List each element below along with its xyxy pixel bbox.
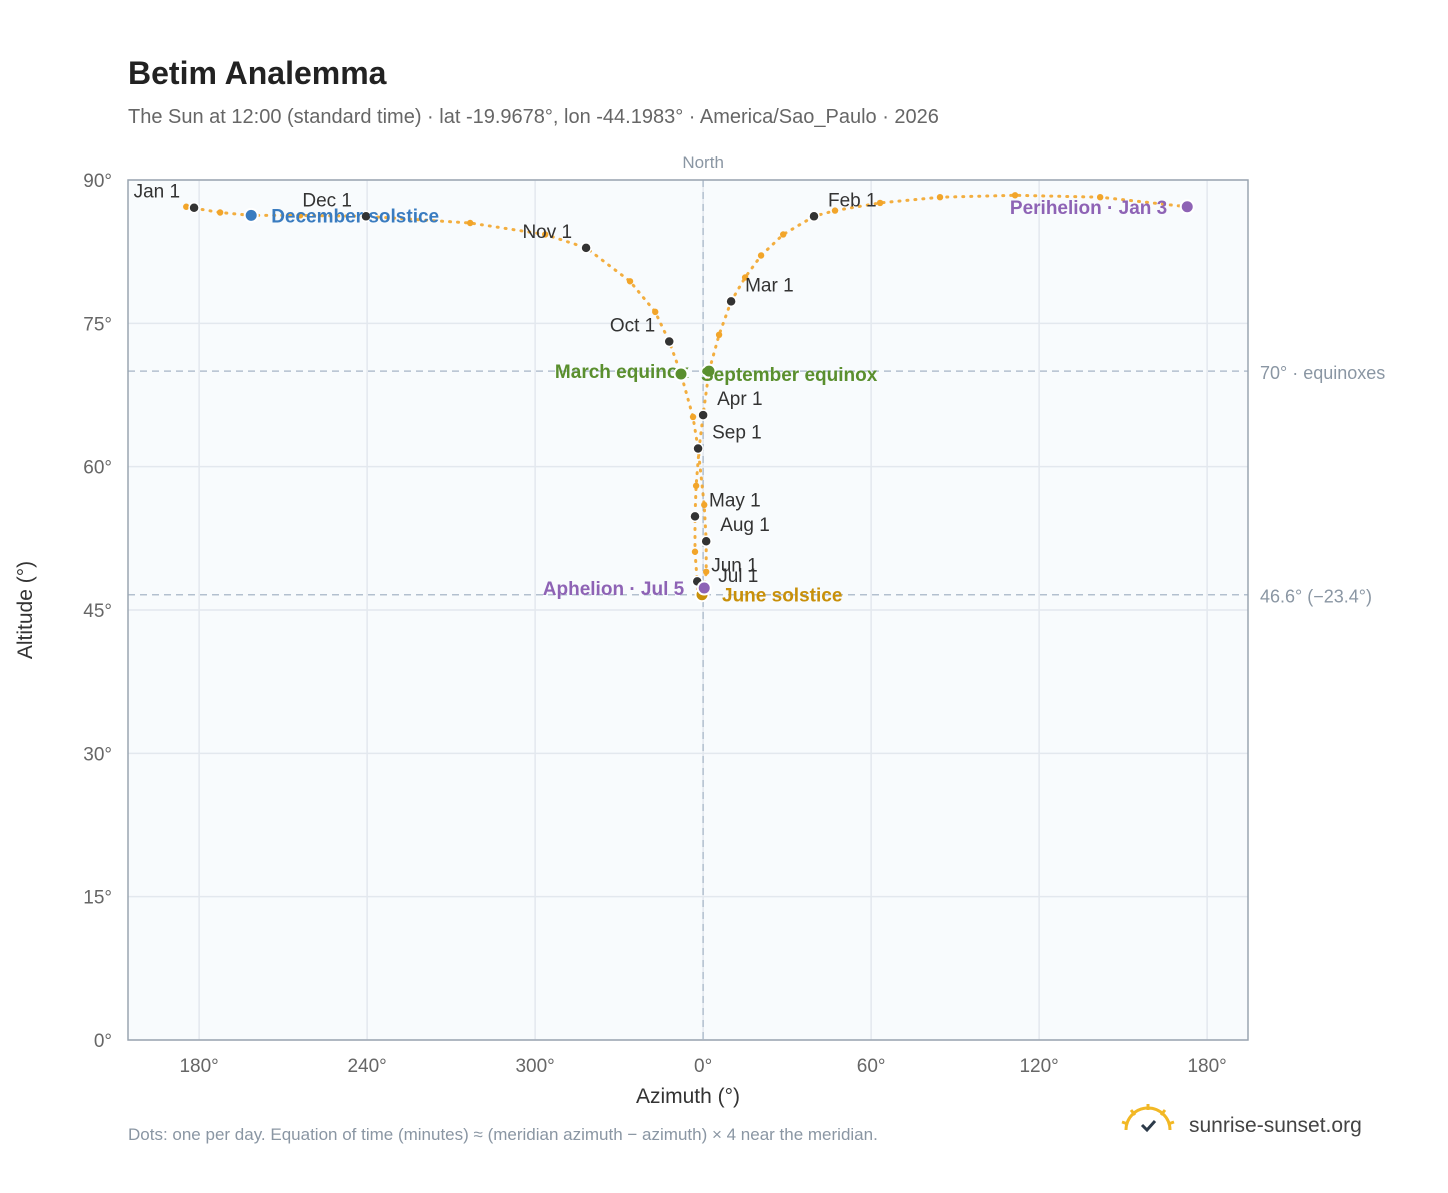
x-tick-label: 180° (1187, 1056, 1226, 1077)
day-dot (876, 199, 884, 207)
event-marker (673, 366, 689, 382)
plot-border (127, 179, 1249, 1041)
day-dot (691, 548, 699, 555)
event-label: March equinox (555, 362, 690, 383)
event-marker (243, 207, 259, 223)
month-label: Nov 1 (522, 222, 572, 243)
y-axis-label: Altitude (°) (14, 561, 37, 659)
month-marker (188, 201, 200, 214)
brand-logo (1121, 1104, 1175, 1133)
month-marker (692, 442, 704, 455)
month-label: May 1 (709, 490, 761, 511)
month-marker (808, 210, 820, 223)
chart-title: Betim Analemma (128, 55, 387, 91)
month-label: Mar 1 (745, 275, 794, 296)
event-marker (1179, 199, 1195, 215)
day-dot (831, 207, 839, 214)
day-dot (780, 231, 787, 238)
event-marker (696, 580, 712, 596)
day-dot (741, 274, 749, 281)
day-dot (466, 219, 474, 227)
day-dot (757, 252, 765, 259)
month-marker (725, 295, 737, 308)
y-tick-label: 90° (83, 171, 112, 192)
x-tick-label: 120° (1019, 1056, 1058, 1077)
reference-label: 46.6° (−23.4°) (1260, 587, 1372, 607)
month-marker (700, 535, 712, 547)
y-tick-label: 75° (83, 314, 112, 335)
footnote: Dots: one per day. Equation of time (min… (128, 1125, 878, 1144)
day-dot (297, 212, 304, 219)
day-dot (216, 209, 224, 216)
month-label: Dec 1 (302, 190, 352, 211)
x-tick-label: 240° (347, 1056, 386, 1077)
day-dot (183, 203, 190, 210)
event-label: Aphelion · Jul 5 (543, 579, 685, 600)
y-tick-label: 0° (94, 1031, 112, 1052)
day-dot (701, 501, 708, 509)
brand: sunrise-sunset.org (1189, 1114, 1362, 1137)
month-marker (360, 210, 372, 223)
x-tick-label: 300° (515, 1056, 554, 1077)
month-label: Jan 1 (134, 182, 180, 203)
month-marker (663, 335, 675, 348)
month-marker (689, 510, 701, 523)
x-tick-label: 180° (179, 1056, 218, 1077)
y-tick-label: 45° (83, 601, 112, 622)
month-marker (580, 242, 592, 254)
day-dot (715, 331, 723, 338)
day-dot (703, 568, 710, 575)
month-label: Sep 1 (712, 423, 762, 444)
month-label: Jun 1 (711, 555, 757, 576)
month-label: Oct 1 (610, 315, 655, 336)
event-label: September equinox (701, 365, 878, 386)
y-tick-label: 60° (83, 458, 112, 479)
month-label: Jul 1 (718, 566, 758, 587)
day-dot (936, 194, 944, 201)
event-label: December solstice (271, 206, 439, 227)
month-label: Aug 1 (720, 515, 770, 536)
event-marker (701, 363, 717, 379)
reference-label: 70° · equinoxes (1260, 363, 1385, 383)
north-label: North (682, 153, 724, 172)
x-axis-label: Azimuth (°) (636, 1085, 740, 1108)
month-label: Apr 1 (717, 389, 762, 410)
event-label: June solstice (722, 586, 842, 607)
event-label: Perihelion · Jan 3 (1010, 198, 1167, 219)
day-dot (1096, 194, 1104, 201)
x-tick-label: 0° (694, 1056, 712, 1077)
day-dot (652, 308, 659, 316)
month-label: Feb 1 (828, 190, 877, 211)
y-tick-label: 30° (83, 744, 112, 765)
month-marker (697, 409, 709, 421)
chart-subtitle: The Sun at 12:00 (standard time) · lat -… (128, 106, 939, 128)
day-dot (1011, 192, 1019, 199)
x-tick-label: 60° (857, 1056, 886, 1077)
y-tick-label: 15° (83, 888, 112, 909)
day-dot (542, 231, 549, 238)
day-dot (692, 482, 700, 489)
day-dot (626, 278, 634, 285)
day-dot (689, 413, 697, 421)
